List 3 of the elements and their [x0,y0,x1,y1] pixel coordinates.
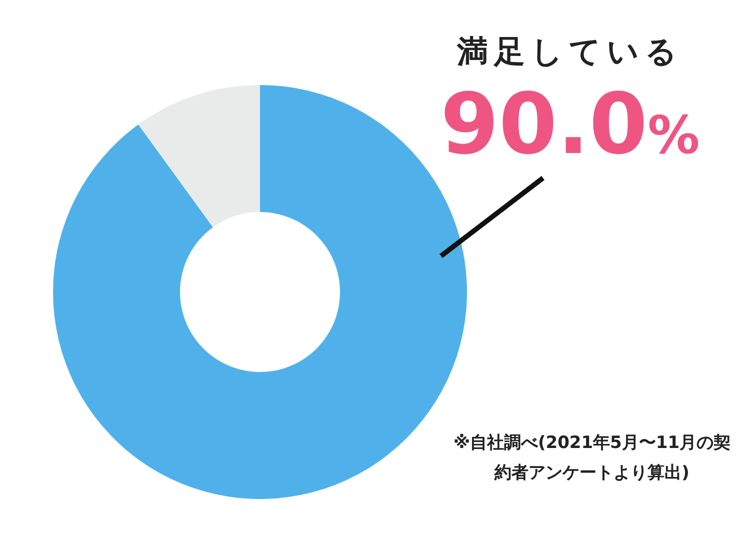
slice-label: 満足している [456,34,683,70]
data-label: 90.0% [440,75,700,173]
text: ※自社調べ(2021年5月〜11月の契約者アンケートより算出) [453,433,731,483]
